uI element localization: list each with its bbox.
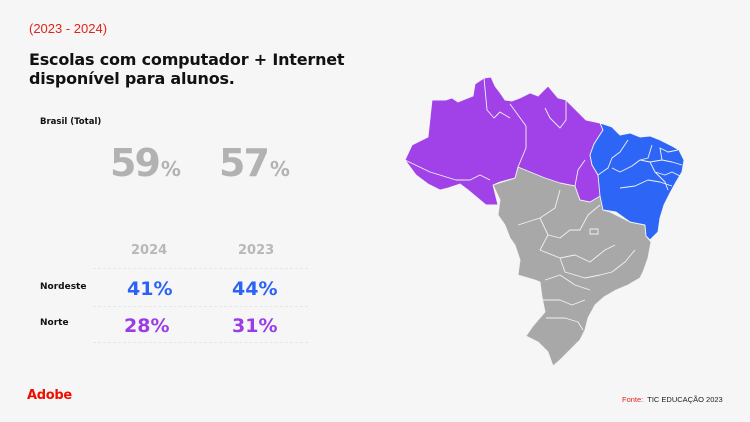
- brazil-map: [404, 76, 685, 367]
- norte-2024-value: 28%: [124, 315, 170, 337]
- source-value: TIC EDUCAÇÃO 2023: [647, 395, 723, 404]
- brasil-total-2023: 57%: [219, 141, 290, 185]
- brasil-2024-value: 59: [110, 141, 161, 185]
- brasil-total-2024: 59%: [110, 141, 181, 185]
- nordeste-2024-value: 41%: [127, 278, 173, 300]
- percent-sign: %: [160, 157, 181, 181]
- title-line-2: disponível para alunos.: [29, 69, 235, 88]
- divider: [93, 268, 308, 269]
- row-label-norte: Norte: [40, 318, 69, 328]
- brasil-total-label: Brasil (Total): [40, 117, 102, 127]
- column-header-2024: 2024: [131, 243, 168, 258]
- source-citation: Fonte: TIC EDUCAÇÃO 2023: [622, 395, 723, 404]
- source-label: Fonte:: [622, 395, 644, 404]
- percent-sign: %: [269, 157, 290, 181]
- title-line-1: Escolas com computador + Internet: [29, 50, 345, 69]
- period-subtitle: (2023 - 2024): [29, 21, 108, 36]
- divider: [93, 342, 308, 343]
- row-label-nordeste: Nordeste: [40, 282, 87, 292]
- adobe-logo: Adobe: [27, 388, 72, 403]
- brasil-2023-value: 57: [219, 141, 270, 185]
- norte-2023-value: 31%: [232, 315, 278, 337]
- divider: [93, 306, 308, 307]
- nordeste-2023-value: 44%: [232, 278, 278, 300]
- column-header-2023: 2023: [238, 243, 275, 258]
- page-title: Escolas com computador + Internet dispon…: [29, 50, 345, 88]
